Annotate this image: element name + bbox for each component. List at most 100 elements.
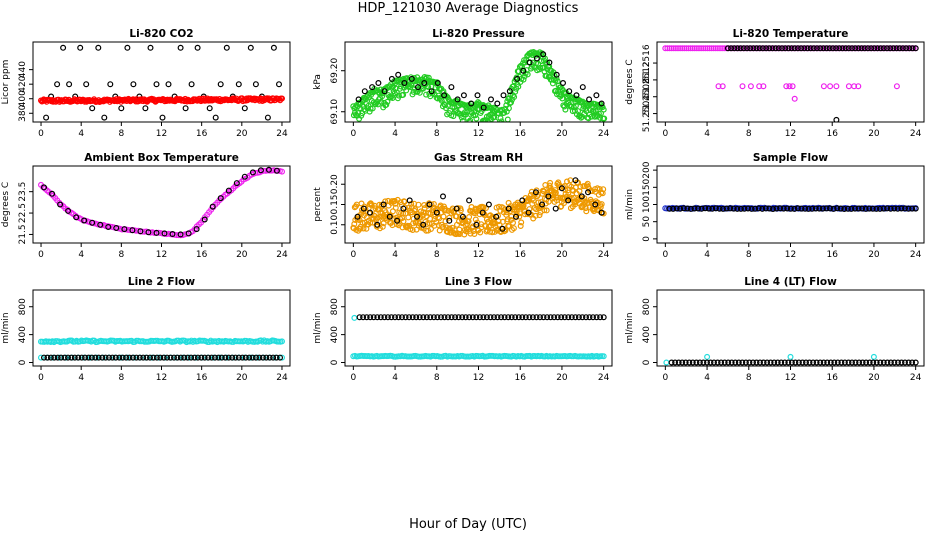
data-point — [263, 354, 270, 361]
x-tick-label: 24 — [276, 129, 288, 139]
data-point — [194, 44, 201, 51]
data-point — [561, 314, 568, 321]
data-point — [673, 205, 680, 212]
data-point — [474, 92, 481, 99]
data-point — [663, 359, 670, 366]
x-tick-label: 8 — [118, 373, 124, 383]
data-point — [201, 354, 208, 361]
data-point — [859, 205, 866, 212]
data-point — [177, 231, 184, 238]
y-tick-label: 200 — [642, 161, 652, 178]
data-point — [816, 205, 823, 212]
data-point — [276, 81, 283, 88]
x-tick-label: 12 — [156, 373, 167, 383]
data-point — [384, 98, 391, 105]
data-point — [235, 354, 242, 361]
data-point — [462, 314, 469, 321]
data-point — [232, 354, 239, 361]
x-tick-label: 20 — [556, 129, 568, 139]
x-tick-label: 20 — [556, 250, 568, 260]
data-point — [845, 359, 852, 366]
data-point — [883, 45, 890, 52]
y-axis-label: ml/min — [313, 312, 323, 343]
data-point — [856, 359, 863, 366]
data-point — [597, 204, 604, 211]
data-point — [763, 45, 770, 52]
data-point — [578, 193, 585, 200]
y-tick-label: 23.5 — [18, 182, 28, 202]
data-point — [408, 75, 415, 82]
data-point — [427, 314, 434, 321]
data-point — [377, 314, 384, 321]
data-point — [400, 218, 407, 225]
data-point — [855, 205, 862, 212]
data-point — [866, 359, 873, 366]
data-point — [488, 96, 495, 103]
y-tick-label: 800 — [330, 298, 340, 315]
data-point — [476, 314, 483, 321]
data-point — [820, 359, 827, 366]
y-tick-label: 400 — [18, 326, 28, 343]
data-point — [791, 95, 798, 102]
data-point — [239, 354, 246, 361]
data-point — [92, 354, 99, 361]
data-point — [710, 359, 717, 366]
y-tick-label: 69.10 — [330, 99, 340, 125]
data-point — [813, 45, 820, 52]
data-point — [374, 314, 381, 321]
y-tick-label: 0.20 — [330, 174, 340, 194]
data-point — [438, 314, 445, 321]
data-point — [887, 45, 894, 52]
data-point — [855, 45, 862, 52]
data-point — [909, 359, 916, 366]
data-point — [391, 198, 398, 205]
data-point — [820, 83, 827, 90]
data-point — [441, 314, 448, 321]
data-point — [801, 45, 808, 52]
data-point — [191, 354, 198, 361]
data-point — [572, 177, 579, 184]
data-point — [786, 83, 793, 90]
data-point — [460, 92, 467, 99]
data-point — [741, 205, 748, 212]
data-point — [107, 81, 114, 88]
data-point — [440, 213, 447, 220]
data-point — [409, 227, 416, 234]
data-point — [498, 314, 505, 321]
data-point — [707, 359, 714, 366]
y-tick-label: 100 — [642, 196, 652, 213]
data-point — [43, 114, 50, 121]
data-point — [355, 96, 362, 103]
data-point — [157, 354, 164, 361]
data-point — [174, 354, 181, 361]
data-point — [113, 225, 120, 232]
data-point — [467, 117, 474, 122]
data-point — [848, 45, 855, 52]
x-tick-label: 20 — [868, 373, 880, 383]
data-point — [493, 213, 500, 220]
data-point — [747, 83, 754, 90]
data-point — [845, 83, 852, 90]
data-point — [402, 210, 409, 217]
data-point — [777, 205, 784, 212]
panel-0: Li-820 CO2 Licor ppm 0 4 8 12 16 20 24 3804004204… — [1, 28, 291, 139]
data-point — [500, 92, 507, 99]
data-point — [381, 314, 388, 321]
data-point — [519, 314, 526, 321]
data-point — [40, 184, 47, 191]
data-point — [813, 359, 820, 366]
data-point — [153, 229, 160, 236]
data-point — [798, 205, 805, 212]
data-point — [61, 354, 68, 361]
data-point — [714, 359, 721, 366]
data-point — [670, 205, 677, 212]
data-point — [769, 206, 776, 213]
data-point — [553, 75, 560, 82]
data-point — [495, 123, 500, 128]
data-point — [241, 173, 248, 180]
data-point — [593, 92, 600, 99]
y-tick-label: 800 — [18, 298, 28, 315]
data-point — [540, 314, 547, 321]
data-point — [579, 314, 586, 321]
data-point — [565, 314, 572, 321]
